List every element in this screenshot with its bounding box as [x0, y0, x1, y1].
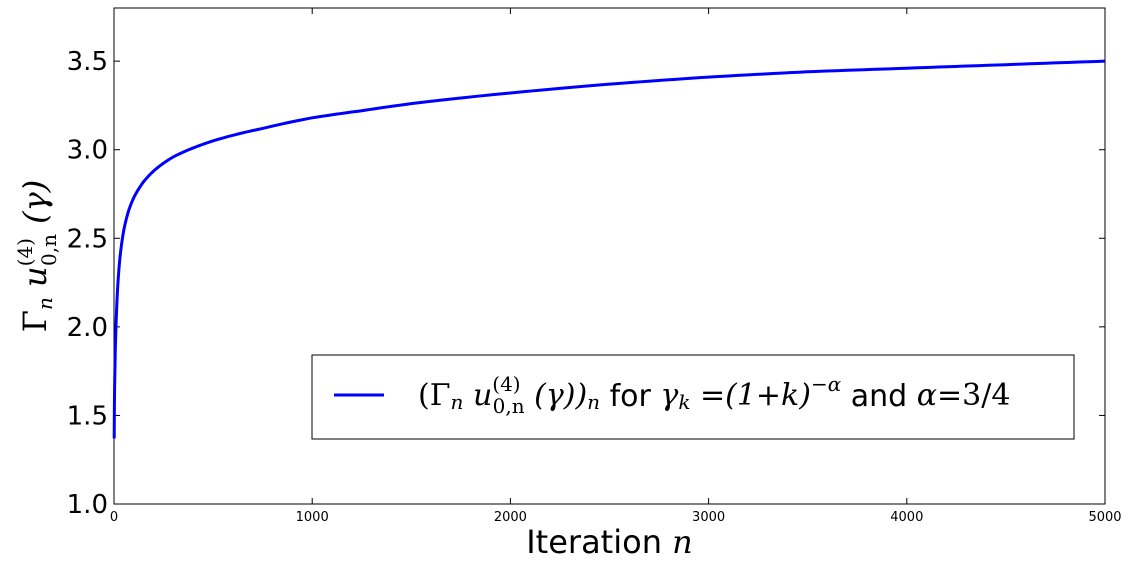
x-tick-label: 1000	[296, 510, 329, 525]
series-line	[112, 59, 1106, 439]
y-tick-label: 3.0	[67, 136, 108, 166]
plot-area	[113, 7, 1106, 505]
axis-tick-labels: 0 1000 2000 3000 4000 5000 1.0 1.5 2.0 2.5 3.0 3.5	[67, 47, 1122, 525]
x-tick-label: 5000	[1088, 510, 1121, 525]
x-tick-label: 3000	[692, 510, 725, 525]
y-tick-label: 2.5	[67, 224, 108, 254]
y-tick-label: 3.5	[67, 47, 108, 77]
y-axis-label: Γn u(4)0,n (γ)	[13, 180, 61, 332]
legend-label: (Γn u(4) 0,n (γ))n for γk =(1+k)−α and α=…	[418, 372, 1010, 418]
x-axis-label: Iteration n	[526, 523, 693, 561]
x-tick-label: 4000	[890, 510, 923, 525]
x-tick-label: 2000	[494, 510, 527, 525]
y-tick-label: 1.5	[67, 401, 108, 431]
y-tick-label: 2.0	[67, 313, 108, 343]
x-tick-label: 0	[110, 510, 118, 525]
legend-box	[311, 354, 1075, 440]
y-tick-label: 1.0	[67, 490, 108, 520]
